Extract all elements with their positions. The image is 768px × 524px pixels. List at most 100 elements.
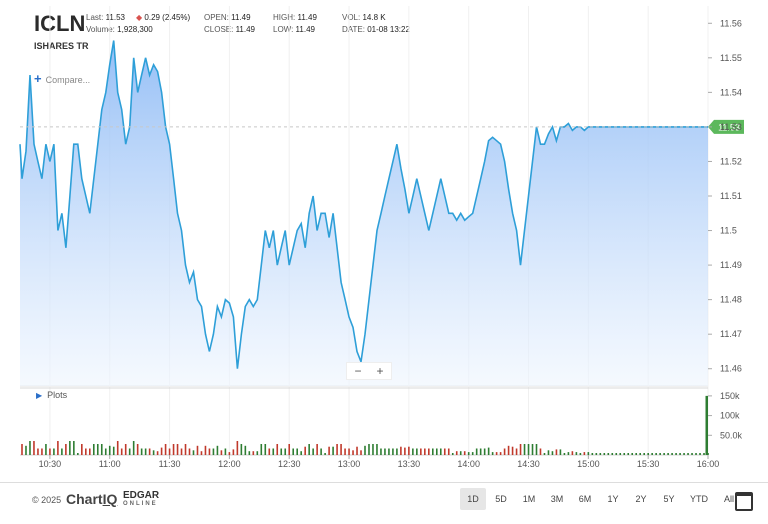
compare-button[interactable]: + Compare... (34, 71, 90, 86)
range-button-2y[interactable]: 2Y (635, 494, 647, 504)
volume-bar (276, 444, 279, 455)
volume-bar (104, 448, 107, 455)
range-button-1m[interactable]: 1M (522, 494, 536, 504)
volume-bar (320, 448, 322, 455)
volume-bar (356, 446, 358, 455)
volume-bar (136, 444, 139, 455)
volume-bar (248, 451, 251, 455)
volume-bar (420, 448, 422, 455)
x-tick-label: 14:00 (457, 459, 480, 469)
price-area (20, 40, 708, 386)
volume-bar (543, 453, 546, 455)
range-button-ytd[interactable]: YTD (690, 494, 708, 504)
volume-bar (21, 444, 23, 455)
compare-label: Compare... (45, 75, 91, 85)
down-diamond-icon: ◆ (136, 13, 143, 22)
volume-bar (703, 453, 705, 455)
low-value: 11.49 (295, 25, 315, 34)
volume-bar (392, 448, 394, 455)
y-tick-label: 11.51 (720, 191, 742, 201)
volume-bar (69, 441, 71, 455)
vol-value: 14.8 K (362, 13, 386, 22)
volume-bar (352, 450, 354, 455)
volume-bar (603, 453, 606, 455)
volume-bar (296, 448, 298, 455)
volume-bar (148, 448, 151, 455)
volume-bar (312, 448, 314, 455)
volume-bar (144, 448, 147, 455)
volume-bar (495, 452, 498, 455)
volume-bar (432, 448, 434, 455)
volume-bar (396, 448, 398, 455)
range-button-1d[interactable]: 1D (460, 488, 486, 510)
range-button-5y[interactable]: 5Y (663, 494, 675, 504)
volume-bar (41, 448, 43, 455)
volume-bar (324, 453, 326, 455)
volume-bar (152, 450, 155, 455)
volume-bar (519, 444, 522, 455)
volume-bar (404, 447, 406, 455)
date-label: DATE: (342, 25, 365, 34)
volume-bar (348, 448, 350, 455)
volume-y-tick-label: 150k (720, 391, 740, 401)
volume-bar (124, 444, 127, 455)
volume-bar (368, 444, 370, 455)
volume-bar (184, 444, 187, 455)
volume-bar (57, 441, 59, 455)
open-value: 11.49 (231, 13, 251, 22)
volume-bar (292, 448, 295, 455)
change: ◆ 0.29 (2.45%) (136, 13, 190, 22)
x-tick-label: 12:30 (278, 459, 301, 469)
volume-bar (240, 444, 243, 455)
volume-bar (619, 453, 622, 455)
range-button-6m[interactable]: 6M (578, 494, 592, 504)
edgar-subtext: ONLINE (123, 501, 158, 507)
volume-bar (655, 453, 657, 455)
volume-bar (364, 445, 366, 455)
edgar-logo: EDGAR ONLINE (123, 491, 159, 509)
volume-bar (180, 448, 183, 455)
volume-bar (400, 446, 402, 455)
y-tick-label: 11.56 (720, 18, 742, 28)
plots-toggle[interactable]: ▶ Plots (36, 390, 67, 400)
x-tick-label: 13:30 (398, 459, 421, 469)
price-chart[interactable]: 11.53 150k 100k 50.0k 11.46 11.47 11.48 11.49… (0, 0, 768, 482)
range-button-3m[interactable]: 3M (550, 494, 564, 504)
y-tick-label: 11.54 (720, 87, 742, 97)
volume-bar (579, 453, 582, 455)
volume-bar (435, 448, 438, 455)
open: OPEN: 11.49 (204, 13, 251, 22)
volume-bar (264, 444, 267, 455)
volume-bar (511, 446, 514, 455)
calendar-icon[interactable] (735, 492, 753, 511)
volume-bar (463, 451, 466, 455)
range-button-1y[interactable]: 1Y (607, 494, 619, 504)
zoom-out-button[interactable]: − (354, 364, 362, 378)
volume-bar (491, 452, 494, 455)
range-selector: 1D 5D 1M 3M 6M 1Y 2Y 5Y YTD All (460, 488, 744, 510)
volume-bar (451, 453, 454, 455)
volume-bar (316, 444, 318, 455)
y-tick-label: 11.52 (720, 156, 742, 166)
volume-bar (96, 444, 99, 455)
range-button-5d[interactable]: 5D (495, 494, 507, 504)
volume-bar (691, 453, 693, 455)
volume-bar (340, 444, 342, 455)
volume-bar (81, 444, 83, 455)
volume-bar (260, 444, 263, 455)
zoom-in-button[interactable]: + (376, 364, 384, 378)
x-tick-label: 14:30 (517, 459, 540, 469)
range-button-all[interactable]: All (723, 494, 734, 504)
y-tick-label: 11.5 (720, 226, 737, 236)
volume-bar (412, 448, 414, 455)
volume-bar (559, 449, 562, 455)
volume-bar (639, 453, 641, 455)
volume-bar (607, 453, 610, 455)
volume-bar (192, 450, 195, 455)
vol-label: VOL: (342, 13, 361, 22)
volume-bar (49, 448, 51, 455)
x-tick-label: 15:30 (637, 459, 660, 469)
symbol: ICLN (34, 11, 86, 36)
volume-bar (687, 453, 689, 455)
